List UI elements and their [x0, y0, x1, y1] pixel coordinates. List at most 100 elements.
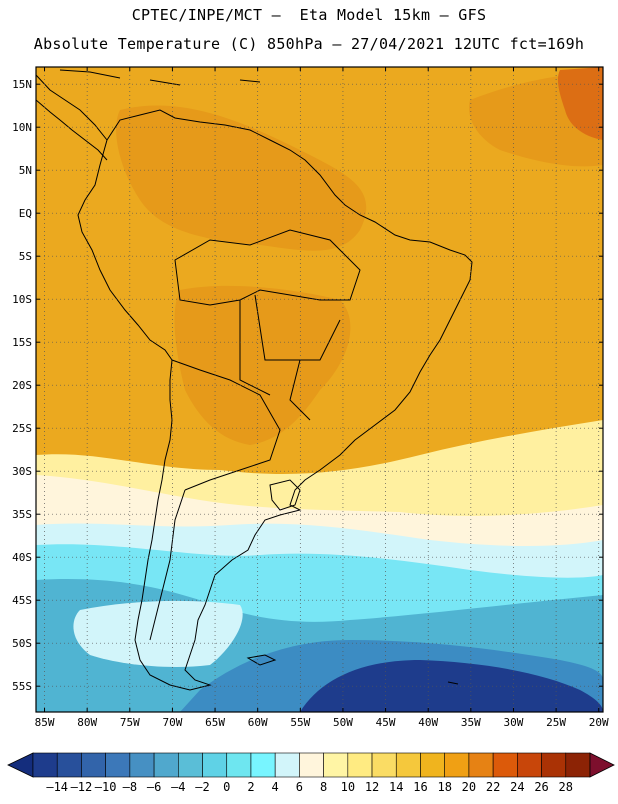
lat-label: 5S: [19, 250, 32, 263]
colorbar-label: 28: [559, 780, 573, 794]
lat-label: 55S: [12, 680, 32, 693]
chart-title-line2: Absolute Temperature (C) 850hPa – 27/04/…: [33, 35, 585, 53]
lon-label: 55W: [290, 716, 310, 729]
southern-cone-borders: [149, 359, 281, 641]
lat-label: 10N: [12, 121, 32, 134]
colorbar-swatch: [323, 752, 349, 778]
colorbar-label: 14: [389, 780, 403, 794]
colorbar-label: 24: [510, 780, 524, 794]
colorbar-label: –8: [123, 780, 137, 794]
colorbar-label: –6: [147, 780, 161, 794]
colorbar-label: 10: [341, 780, 355, 794]
lat-label: 5N: [19, 164, 32, 177]
latitude-labels: 15N 10N 5N EQ 5S 10S 15S 20S 25S 30S 35S 40S 45S 50S 5…: [12, 78, 32, 693]
colorbar-swatch: [395, 752, 421, 778]
colorbar-swatch: [565, 752, 591, 778]
longitude-labels: 85W 80W 75W 70W 65W 60W 55W 50W 45W 40W 35W 30W 25W 2…: [35, 716, 609, 729]
colorbar-swatch: [444, 752, 470, 778]
colorbar-label: 12: [365, 780, 379, 794]
field-patagonia-light: [73, 600, 243, 667]
colorbar-swatch: [178, 752, 203, 778]
colorbar-swatch: [226, 752, 252, 778]
map-frame: [35, 66, 604, 713]
lat-label: EQ: [19, 207, 32, 220]
lon-label: 75W: [120, 716, 140, 729]
colorbar-label: –10: [95, 780, 117, 794]
lat-label: 20S: [12, 379, 32, 392]
lon-label: 30W: [504, 716, 524, 729]
colorbar-swatch: [129, 752, 155, 778]
lon-label: 45W: [376, 716, 396, 729]
lon-label: 35W: [461, 716, 481, 729]
colorbar-swatch: [274, 752, 300, 778]
lon-label: 60W: [248, 716, 268, 729]
colorbar-label: –14: [46, 780, 68, 794]
colorbar-label: –4: [171, 780, 185, 794]
lon-label: 65W: [205, 716, 225, 729]
lat-label: 30S: [12, 465, 32, 478]
caribbean-islands: [59, 69, 261, 86]
chart-title-line1: CPTEC/INPE/MCT – Eta Model 15km – GFS: [131, 6, 487, 24]
colorbar-label: 6: [296, 780, 303, 794]
graticule: [36, 67, 603, 712]
field-hot-tropical: [116, 105, 367, 251]
colorbar-swatch: [468, 752, 494, 778]
rio-de-la-plata: [269, 479, 301, 511]
lat-label: 15N: [12, 78, 32, 91]
colorbar-label: 2: [247, 780, 254, 794]
colorbar-swatch: [56, 752, 82, 778]
coastlines: [36, 69, 473, 691]
lon-label: 20W: [589, 716, 609, 729]
lon-label: 40W: [418, 716, 438, 729]
colorbar-max-arrow: [589, 752, 615, 778]
field-navy: [300, 660, 603, 712]
colorbar-swatch: [105, 752, 131, 778]
colorbar-swatch: [541, 752, 567, 778]
temperature-field: [36, 67, 603, 712]
colorbar-swatch: [492, 752, 518, 778]
colorbar-label: 18: [437, 780, 451, 794]
colorbar-label: 22: [486, 780, 500, 794]
colorbar-swatch: [153, 752, 179, 778]
colorbar: –14 –12 –10 –8 –6 –4 –2 0 2 4 6 8 10 12 14 16 18 20 22 24 26…: [7, 752, 615, 794]
lat-label: 35S: [12, 508, 32, 521]
colorbar-label: –2: [195, 780, 209, 794]
lon-label: 50W: [333, 716, 353, 729]
colorbar-label: 8: [320, 780, 327, 794]
field-deep-hot: [557, 67, 603, 140]
colorbar-swatch: [250, 752, 276, 778]
colorbar-label: 26: [534, 780, 548, 794]
colorbar-label: –12: [71, 780, 93, 794]
colorbar-min-arrow: [7, 752, 34, 778]
lat-label: 15S: [12, 336, 32, 349]
field-hot-core: [174, 285, 351, 445]
lat-label: 25S: [12, 422, 32, 435]
lon-label: 70W: [162, 716, 182, 729]
south-america-coast: [77, 109, 473, 691]
colorbar-swatch: [420, 752, 445, 778]
lat-label: 40S: [12, 551, 32, 564]
colorbar-label: 0: [223, 780, 230, 794]
lat-label: 50S: [12, 637, 32, 650]
lon-label: 80W: [77, 716, 97, 729]
colorbar-swatch: [299, 752, 324, 778]
colorbar-swatch: [32, 752, 58, 778]
brazil-borders: [174, 229, 361, 421]
lat-label: 10S: [12, 293, 32, 306]
south-georgia: [447, 681, 459, 685]
colorbar-swatch: [517, 752, 542, 778]
colorbar-swatch: [371, 752, 397, 778]
colorbar-swatch: [347, 752, 373, 778]
axis-ticks: [36, 67, 603, 712]
colorbar-label: 20: [462, 780, 476, 794]
colorbar-swatch: [81, 752, 106, 778]
colorbar-label: 16: [413, 780, 427, 794]
lon-label: 85W: [35, 716, 55, 729]
falklands: [246, 654, 277, 666]
colorbar-label: 4: [272, 780, 279, 794]
lat-label: 45S: [12, 594, 32, 607]
colorbar-swatch: [202, 752, 228, 778]
lon-label: 25W: [546, 716, 566, 729]
